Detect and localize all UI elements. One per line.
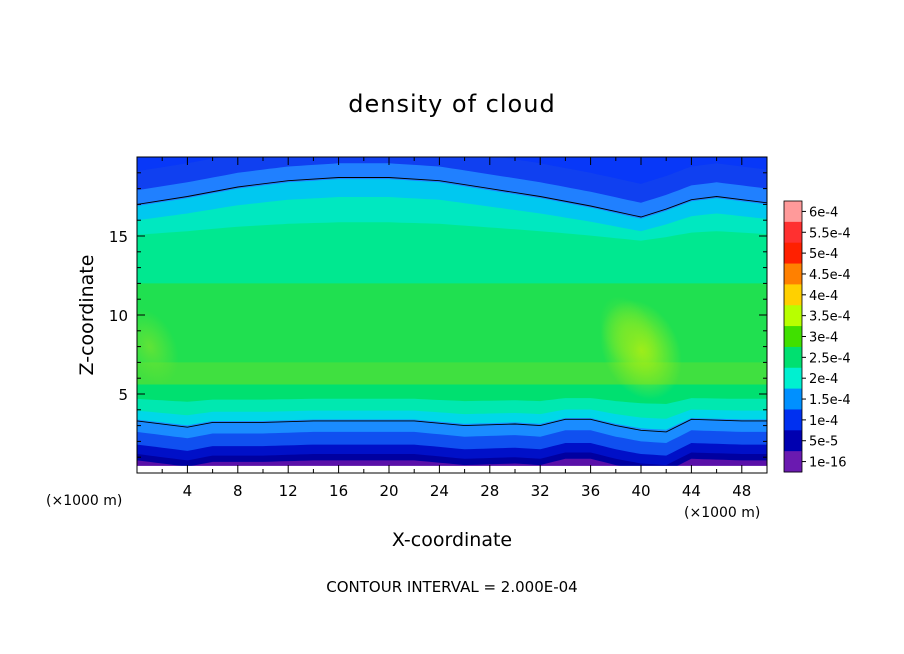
ground-gap — [137, 465, 767, 473]
x-tick-label: 12 — [279, 482, 298, 500]
colorbar-label: 4e-4 — [809, 289, 838, 304]
x-tick-label: 36 — [581, 482, 600, 500]
colorbar-swatch — [784, 201, 802, 223]
density-peak-1 — [599, 296, 658, 372]
colorbar-swatch — [784, 326, 802, 348]
x-tick-label: 44 — [682, 482, 701, 500]
x-tick-label: 4 — [183, 482, 193, 500]
colorbar-swatch — [784, 367, 802, 390]
upper-contour-line — [137, 177, 767, 218]
colorbar-label: 5e-4 — [809, 247, 838, 262]
x-tick-label: 24 — [430, 482, 449, 500]
x-tick-label: 8 — [233, 482, 243, 500]
lower-contour-line — [137, 418, 767, 433]
colorbar-label: 4.5e-4 — [809, 268, 851, 283]
x-tick-label: 28 — [480, 482, 499, 500]
y-tick-label: 10 — [109, 307, 128, 325]
colorbar-label: 6e-4 — [809, 205, 838, 220]
x-tick-label: 48 — [732, 482, 751, 500]
x-axis: 4 8 12 16 20 24 28 32 36 40 44 48 — [161, 157, 751, 500]
colorbar-label: 3e-4 — [809, 331, 838, 346]
x-tick-label: 32 — [531, 482, 550, 500]
x-axis-label: X-coordinate — [392, 529, 512, 551]
colorbar-label: 5.5e-4 — [809, 226, 851, 241]
colorbar-label: 2e-4 — [809, 372, 838, 387]
colorbar-legend: 6e-4 5.5e-4 5e-4 4.5e-4 4e-4 3.5e-4 3e-4 2.5e-4… — [783, 200, 851, 473]
x-unit-right: (×1000 m) — [684, 505, 760, 521]
colorbar-label: 1e-4 — [809, 414, 838, 429]
x-tick-label: 16 — [329, 482, 348, 500]
colorbar-label: 3.5e-4 — [809, 310, 851, 325]
colorbar-label: 1.5e-4 — [809, 393, 851, 408]
colorbar-swatch — [784, 263, 802, 285]
chart-title: density of cloud — [348, 90, 555, 118]
colorbar-swatch — [784, 409, 802, 431]
colorbar-label: 2.5e-4 — [809, 351, 851, 366]
x-unit-left: (×1000 m) — [46, 493, 122, 509]
colorbar-swatch — [784, 221, 802, 244]
x-tick-label: 40 — [631, 482, 650, 500]
x-tick-label: 20 — [379, 482, 398, 500]
colorbar-label: 1e-16 — [809, 456, 847, 471]
colorbar-label: 5e-5 — [809, 435, 838, 450]
density-peak-2 — [137, 308, 179, 385]
colorbar-swatch — [784, 346, 802, 369]
y-axis-label: Z-coordinate — [76, 255, 98, 376]
colorbar-swatch — [784, 284, 802, 306]
plot-area — [137, 157, 767, 473]
colorbar-swatch — [784, 430, 802, 452]
y-tick-label: 15 — [109, 228, 128, 246]
y-tick-label: 5 — [118, 386, 128, 404]
y-axis: 5 10 15 — [109, 172, 767, 458]
colorbar-swatch — [784, 388, 802, 410]
colorbar-swatch — [784, 242, 802, 265]
colorbar-swatch — [784, 451, 802, 473]
contour-interval-note: CONTOUR INTERVAL = 2.000E-04 — [326, 578, 577, 596]
colorbar-swatch — [784, 305, 802, 327]
